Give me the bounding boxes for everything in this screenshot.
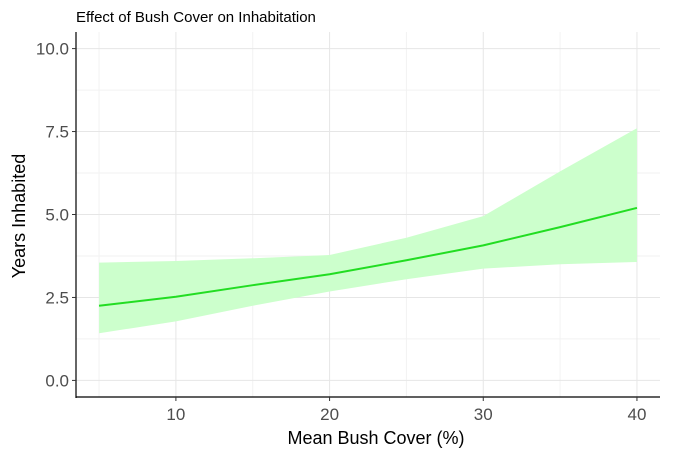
y-axis-ticks: 0.0 2.5 5.0 7.5 10.0 — [36, 40, 76, 390]
fit-line — [98, 206, 638, 307]
x-axis-title: Mean Bush Cover (%) — [287, 428, 464, 448]
y-tick-label: 10.0 — [36, 40, 69, 59]
confidence-band — [99, 128, 637, 334]
x-axis-ticks: 10 20 30 40 — [166, 397, 646, 424]
y-tick-label: 7.5 — [45, 123, 69, 142]
x-tick-label: 20 — [320, 405, 339, 424]
x-tick-label: 10 — [166, 405, 185, 424]
x-tick-label: 40 — [627, 405, 646, 424]
x-tick-label: 30 — [474, 405, 493, 424]
fitted-line — [98, 206, 638, 307]
y-axis-title: Years Inhabited — [9, 154, 29, 278]
y-tick-label: 5.0 — [45, 206, 69, 225]
y-tick-label: 2.5 — [45, 288, 69, 307]
confidence-ribbon — [99, 128, 637, 334]
y-tick-label: 0.0 — [45, 371, 69, 390]
chart-title: Effect of Bush Cover on Inhabitation — [76, 9, 316, 26]
